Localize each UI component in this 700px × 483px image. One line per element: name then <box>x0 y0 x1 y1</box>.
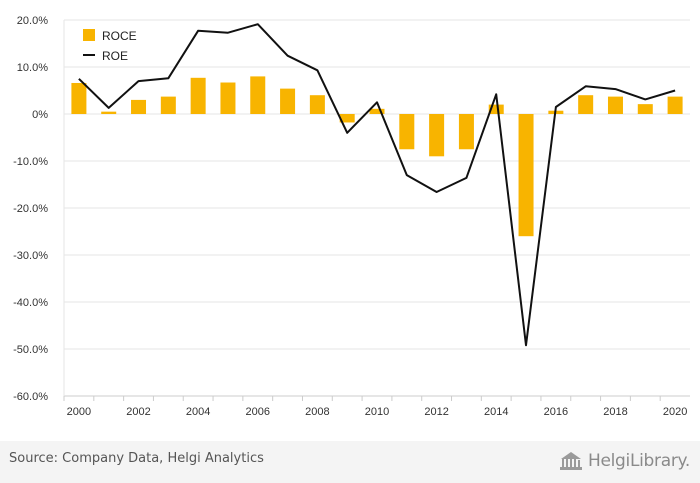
library-building-icon <box>559 452 582 470</box>
x-tick-label: 2016 <box>544 406 568 418</box>
roce-bar-2008 <box>309 95 325 114</box>
y-tick-label: -50.0% <box>13 344 48 356</box>
x-tick-label: 2008 <box>305 406 329 418</box>
x-tick-label: 2000 <box>67 406 91 418</box>
roce-bar-2010 <box>369 108 385 114</box>
legend-roce-label: ROCE <box>102 29 137 43</box>
helgi-library-logo[interactable]: HelgiLibrary. <box>558 448 690 474</box>
roce-bar-2011 <box>399 114 415 150</box>
grid-lines <box>63 19 690 397</box>
x-axis-ticks: 2000 2002 2004 2006 2008 2010 2012 2014 2016 2018… <box>63 396 687 418</box>
roce-bar-2007 <box>280 88 296 114</box>
y-tick-label: -40.0% <box>13 297 48 309</box>
roce-bars <box>71 76 683 237</box>
x-tick-label: 2018 <box>603 406 627 418</box>
x-tick-label: 2012 <box>424 406 448 418</box>
roce-bar-2003 <box>160 96 176 114</box>
roce-bar-2020 <box>667 96 683 114</box>
roce-bar-2019 <box>637 104 653 114</box>
y-tick-label: -60.0% <box>13 391 48 403</box>
roce-bar-2005 <box>220 82 236 114</box>
x-tick-label: 2002 <box>126 406 150 418</box>
roe-line <box>78 23 676 347</box>
source-text: Source: Company Data, Helgi Analytics <box>9 451 264 466</box>
y-tick-label: 10.0% <box>17 62 48 74</box>
legend-roe-label: ROE <box>102 49 128 63</box>
x-tick-label: 2020 <box>663 406 687 418</box>
legend: ROCE ROE <box>83 29 137 63</box>
roce-bar-2014 <box>488 104 504 114</box>
y-axis-ticks: 20.0% 10.0% 0% -10.0% -20.0% -30.0% -40.0% -50.… <box>13 15 48 403</box>
roce-bar-2018 <box>607 96 623 114</box>
x-tick-label: 2004 <box>186 406 210 418</box>
roce-bar-2006 <box>250 76 266 114</box>
roce-bar-2013 <box>458 114 474 150</box>
chart: 20.0% 10.0% 0% -10.0% -20.0% -30.0% -40.0% -50.… <box>13 15 690 418</box>
x-tick-label: 2010 <box>365 406 389 418</box>
roce-bar-2012 <box>429 114 445 157</box>
roce-bar-2001 <box>101 111 117 114</box>
y-tick-label: 0% <box>32 109 48 121</box>
x-tick-label: 2014 <box>484 406 508 418</box>
logo-text: HelgiLibrary. <box>587 451 690 471</box>
legend-roce-swatch <box>83 29 95 41</box>
roce-bar-2002 <box>131 99 147 114</box>
roce-bar-2000 <box>71 82 87 114</box>
x-tick-label: 2006 <box>246 406 270 418</box>
y-tick-label: -20.0% <box>13 203 48 215</box>
roce-bar-2009 <box>339 114 355 123</box>
y-tick-label: -10.0% <box>13 156 48 168</box>
roce-bar-2017 <box>578 95 594 114</box>
roce-bar-2015 <box>518 114 534 237</box>
roce-bar-2004 <box>190 77 206 114</box>
y-tick-label: -30.0% <box>13 250 48 262</box>
y-tick-label: 20.0% <box>17 15 48 27</box>
roe-line-layer <box>78 23 676 347</box>
footer: Source: Company Data, Helgi Analytics He… <box>0 441 700 483</box>
